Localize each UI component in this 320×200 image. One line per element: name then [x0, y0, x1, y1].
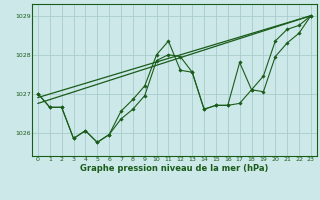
- X-axis label: Graphe pression niveau de la mer (hPa): Graphe pression niveau de la mer (hPa): [80, 164, 268, 173]
